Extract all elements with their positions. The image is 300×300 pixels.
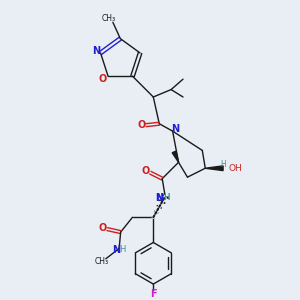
Text: CH₃: CH₃ (101, 14, 116, 23)
Text: OH: OH (228, 164, 242, 173)
Text: N: N (155, 193, 163, 203)
Text: CH₃: CH₃ (94, 257, 108, 266)
Polygon shape (205, 166, 223, 171)
Text: H: H (164, 194, 170, 202)
Text: O: O (99, 223, 107, 232)
Text: F: F (150, 290, 157, 299)
Text: O: O (142, 166, 150, 176)
Text: O: O (99, 74, 107, 84)
Text: H: H (220, 160, 226, 169)
Text: N: N (155, 193, 163, 203)
Text: O: O (137, 120, 146, 130)
Text: N: N (112, 245, 120, 255)
Polygon shape (172, 151, 178, 162)
Text: N: N (92, 46, 100, 56)
Text: N: N (171, 124, 179, 134)
Text: H: H (164, 194, 170, 202)
Text: H: H (119, 245, 125, 254)
